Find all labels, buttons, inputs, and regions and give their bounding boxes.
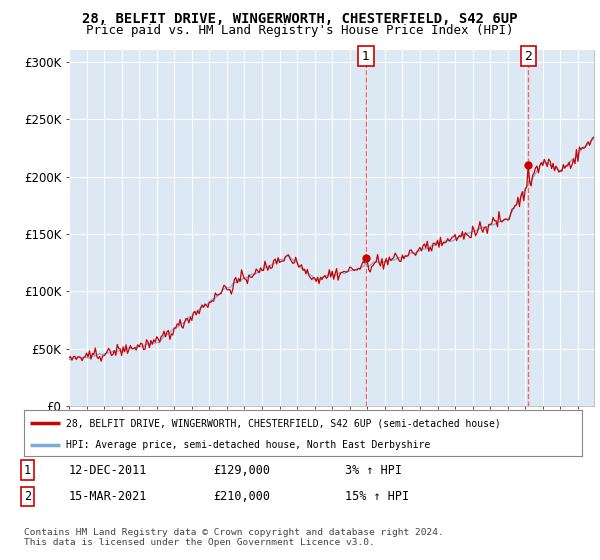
- Text: 15% ↑ HPI: 15% ↑ HPI: [345, 490, 409, 503]
- Text: £129,000: £129,000: [213, 464, 270, 477]
- Text: 12-DEC-2011: 12-DEC-2011: [69, 464, 148, 477]
- Text: 1: 1: [362, 50, 370, 63]
- Text: 2: 2: [524, 50, 532, 63]
- Text: 28, BELFIT DRIVE, WINGERWORTH, CHESTERFIELD, S42 6UP (semi-detached house): 28, BELFIT DRIVE, WINGERWORTH, CHESTERFI…: [66, 418, 500, 428]
- Text: 28, BELFIT DRIVE, WINGERWORTH, CHESTERFIELD, S42 6UP: 28, BELFIT DRIVE, WINGERWORTH, CHESTERFI…: [82, 12, 518, 26]
- Text: 2: 2: [24, 490, 31, 503]
- Text: £210,000: £210,000: [213, 490, 270, 503]
- Text: HPI: Average price, semi-detached house, North East Derbyshire: HPI: Average price, semi-detached house,…: [66, 440, 430, 450]
- Text: Contains HM Land Registry data © Crown copyright and database right 2024.
This d: Contains HM Land Registry data © Crown c…: [24, 528, 444, 547]
- Text: 15-MAR-2021: 15-MAR-2021: [69, 490, 148, 503]
- Text: 3% ↑ HPI: 3% ↑ HPI: [345, 464, 402, 477]
- Text: Price paid vs. HM Land Registry's House Price Index (HPI): Price paid vs. HM Land Registry's House …: [86, 24, 514, 36]
- Text: 1: 1: [24, 464, 31, 477]
